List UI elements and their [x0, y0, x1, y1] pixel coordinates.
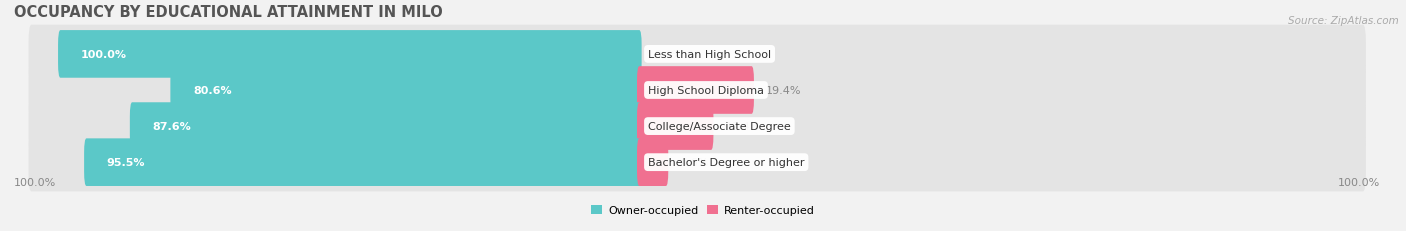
- Text: Less than High School: Less than High School: [648, 50, 770, 60]
- FancyBboxPatch shape: [637, 139, 668, 186]
- Text: 4.6%: 4.6%: [681, 158, 709, 167]
- Text: 19.4%: 19.4%: [766, 86, 801, 96]
- Text: Bachelor's Degree or higher: Bachelor's Degree or higher: [648, 158, 804, 167]
- FancyBboxPatch shape: [28, 61, 1365, 120]
- Text: 80.6%: 80.6%: [193, 86, 232, 96]
- Text: 100.0%: 100.0%: [14, 177, 56, 187]
- Text: College/Associate Degree: College/Associate Degree: [648, 122, 790, 131]
- FancyBboxPatch shape: [129, 103, 641, 150]
- Text: High School Diploma: High School Diploma: [648, 86, 763, 96]
- FancyBboxPatch shape: [84, 139, 641, 186]
- FancyBboxPatch shape: [28, 97, 1365, 156]
- Text: 0.0%: 0.0%: [654, 50, 682, 60]
- FancyBboxPatch shape: [170, 67, 641, 114]
- Text: 12.4%: 12.4%: [725, 122, 761, 131]
- FancyBboxPatch shape: [637, 67, 754, 114]
- Text: Source: ZipAtlas.com: Source: ZipAtlas.com: [1288, 16, 1399, 26]
- FancyBboxPatch shape: [28, 133, 1365, 191]
- Legend: Owner-occupied, Renter-occupied: Owner-occupied, Renter-occupied: [586, 200, 820, 219]
- FancyBboxPatch shape: [28, 26, 1365, 84]
- FancyBboxPatch shape: [58, 31, 641, 78]
- Text: 100.0%: 100.0%: [80, 50, 127, 60]
- Text: OCCUPANCY BY EDUCATIONAL ATTAINMENT IN MILO: OCCUPANCY BY EDUCATIONAL ATTAINMENT IN M…: [14, 5, 443, 20]
- Text: 100.0%: 100.0%: [1339, 177, 1381, 187]
- FancyBboxPatch shape: [637, 103, 713, 150]
- Text: 95.5%: 95.5%: [107, 158, 145, 167]
- Text: 87.6%: 87.6%: [152, 122, 191, 131]
